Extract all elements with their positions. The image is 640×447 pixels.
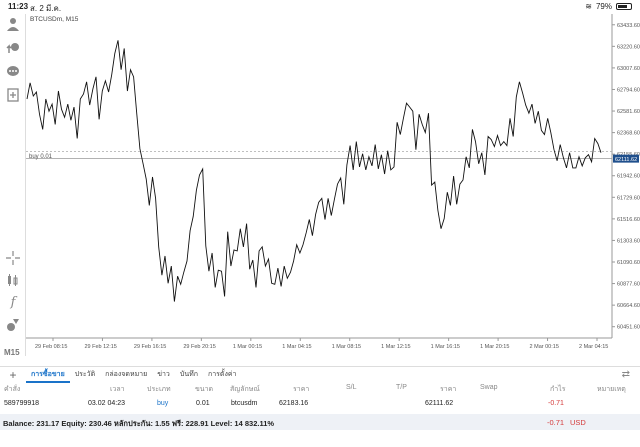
time-tick-label: 1 Mar 00:15 bbox=[233, 344, 262, 350]
price-tick-label: 60451.60 bbox=[617, 325, 640, 331]
time-tick-label: 1 Mar 16:15 bbox=[431, 344, 460, 350]
time-tick-label: 29 Feb 08:15 bbox=[35, 344, 67, 350]
wifi-icon: ≋ bbox=[585, 2, 592, 11]
buy-order-label: buy 0.01 bbox=[29, 154, 53, 160]
battery-percent: 79% bbox=[595, 2, 612, 11]
trade-arrows-icon[interactable] bbox=[4, 40, 22, 56]
tab-settings[interactable]: การตั้งค่า bbox=[207, 370, 237, 378]
price-tick-label: 61729.60 bbox=[617, 195, 640, 201]
crosshair-icon[interactable] bbox=[4, 250, 22, 266]
objects-icon[interactable] bbox=[4, 317, 22, 333]
balance-bar: Balance: 231.17 Equity: 230.46 หลักประกั… bbox=[0, 414, 640, 430]
price-tick-label: 61303.60 bbox=[617, 238, 640, 244]
add-icon[interactable]: + bbox=[9, 367, 17, 382]
price-tick-label: 63433.60 bbox=[617, 23, 640, 29]
price-tick-label: 62794.60 bbox=[617, 87, 640, 93]
table-row[interactable]: 589799918 03.02 04:23 buy 0.01 btcusdm 6… bbox=[0, 400, 640, 412]
chart-symbol: BTCUSDm, M15 bbox=[30, 16, 79, 23]
header-open-price: ราคา bbox=[293, 386, 310, 393]
price-tick-label: 60877.60 bbox=[617, 282, 640, 288]
header-tp: T/P bbox=[396, 384, 407, 391]
order-open-price: 62183.16 bbox=[279, 400, 309, 407]
current-price-tag-label: 62111.62 bbox=[615, 157, 637, 163]
tab-news[interactable]: ข่าว bbox=[157, 370, 170, 378]
price-tick-label: 61942.60 bbox=[617, 174, 640, 180]
price-tick-label: 62581.60 bbox=[617, 109, 640, 115]
timeframe-label[interactable]: M15 bbox=[4, 348, 20, 357]
time-tick-label: 1 Mar 08:15 bbox=[332, 344, 361, 350]
order-profit: -0.71 bbox=[548, 400, 564, 407]
tab-mailbox[interactable]: กล่องจดหมาย bbox=[105, 370, 148, 378]
price-series-line bbox=[26, 40, 602, 302]
header-symbol: สัญลักษณ์ bbox=[230, 386, 260, 393]
price-chart[interactable]: 63433.60 63220.60 63007.60 62794.60 62581.60… bbox=[26, 14, 640, 356]
time-tick-label: 29 Feb 12:15 bbox=[84, 344, 116, 350]
order-time: 03.02 04:23 bbox=[88, 400, 125, 407]
left-toolbar: f M15 bbox=[0, 14, 26, 357]
tab-journal[interactable]: บันทึก bbox=[179, 370, 198, 378]
time-tick-label: 29 Feb 16:15 bbox=[134, 344, 166, 350]
header-type: ประเภท bbox=[147, 386, 171, 393]
orders-table-header: คำสั่ง เวลา ประเภท ขนาด สัญลักษณ์ ราคา S… bbox=[0, 384, 640, 396]
time-tick-label: 29 Feb 20:15 bbox=[183, 344, 215, 350]
account-currency: USD bbox=[570, 418, 586, 427]
header-profit: กำไร bbox=[550, 386, 566, 393]
time-tick-label: 1 Mar 20:15 bbox=[480, 344, 509, 350]
header-volume: ขนาด bbox=[195, 386, 214, 393]
header-sl: S/L bbox=[346, 384, 357, 391]
battery-icon bbox=[616, 3, 632, 10]
order-id: 589799918 bbox=[4, 400, 40, 407]
current-price-tag bbox=[613, 154, 639, 163]
account-icon[interactable] bbox=[4, 16, 22, 32]
total-profit: -0.71 bbox=[547, 418, 565, 427]
status-right: ≋ 79% bbox=[585, 2, 632, 11]
header-price: ราคา bbox=[440, 386, 457, 393]
status-bar: 11:23 ส. 2 มี.ค. ≋ 79% bbox=[0, 0, 640, 14]
toggle-panel-icon[interactable]: ⇄ bbox=[621, 369, 630, 380]
balance-summary: Balance: 231.17 Equity: 230.46 หลักประกั… bbox=[3, 419, 275, 428]
time-tick-label: 1 Mar 04:15 bbox=[282, 344, 311, 350]
bottom-tab-bar: + การซื้อขาย ประวัติ กล่องจดหมาย ข่าว บั… bbox=[0, 366, 640, 383]
header-order: คำสั่ง bbox=[4, 386, 21, 393]
indicator-icon[interactable]: f bbox=[10, 294, 16, 310]
price-tick-label: 63220.60 bbox=[617, 44, 640, 50]
price-tick-label: 61516.60 bbox=[617, 217, 640, 223]
battery-fill bbox=[618, 5, 628, 8]
tab-trade[interactable]: การซื้อขาย bbox=[26, 367, 70, 383]
order-type: buy bbox=[157, 400, 169, 407]
header-time: เวลา bbox=[110, 386, 125, 393]
header-swap: Swap bbox=[480, 384, 498, 391]
time-tick-label: 1 Mar 12:15 bbox=[381, 344, 410, 350]
price-chart-svg: 63433.60 63220.60 63007.60 62794.60 62581.60… bbox=[26, 14, 640, 350]
tab-history[interactable]: ประวัติ bbox=[74, 370, 96, 378]
order-symbol: btcusdm bbox=[231, 400, 258, 407]
time-tick-label: 2 Mar 00:15 bbox=[530, 344, 559, 350]
time-tick-label: 2 Mar 04:15 bbox=[579, 344, 608, 350]
price-tick-label: 61090.60 bbox=[617, 260, 640, 266]
chat-icon[interactable] bbox=[4, 64, 22, 80]
status-date: ส. 2 มี.ค. bbox=[30, 4, 62, 13]
price-tick-label: 63007.60 bbox=[617, 66, 640, 72]
header-comment: หมายเหตุ bbox=[597, 386, 626, 393]
chart-type-icon[interactable] bbox=[4, 272, 22, 288]
price-tick-label: 60664.60 bbox=[617, 303, 640, 309]
order-current-price: 62111.62 bbox=[425, 400, 454, 407]
status-time: 11:23 bbox=[8, 2, 29, 11]
price-tick-label: 62368.60 bbox=[617, 131, 640, 137]
order-volume: 0.01 bbox=[196, 400, 210, 407]
new-order-icon[interactable] bbox=[4, 87, 22, 103]
